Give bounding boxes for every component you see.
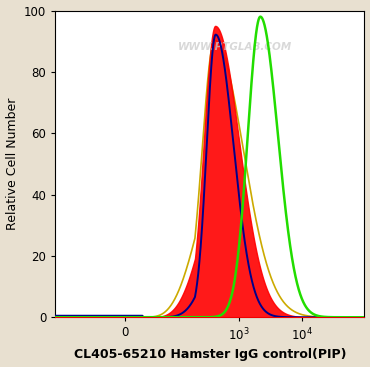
X-axis label: CL405-65210 Hamster IgG control(PIP): CL405-65210 Hamster IgG control(PIP) — [74, 348, 346, 361]
Text: WWW.PTGLAB.COM: WWW.PTGLAB.COM — [178, 42, 292, 52]
Y-axis label: Relative Cell Number: Relative Cell Number — [6, 98, 18, 230]
